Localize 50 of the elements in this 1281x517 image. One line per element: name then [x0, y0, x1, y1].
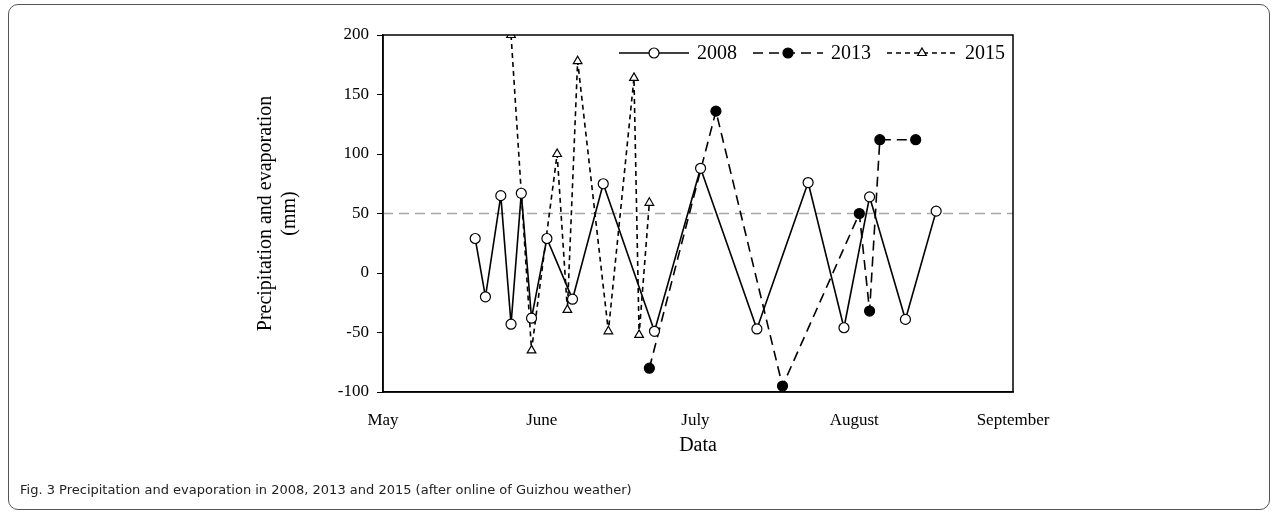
point	[479, 291, 492, 303]
y-tick-label: 0	[360, 262, 369, 282]
point	[566, 293, 579, 305]
x-tick-label: September	[976, 409, 1050, 429]
point	[853, 207, 865, 220]
point	[526, 344, 537, 354]
y-tick-label: -100	[337, 381, 369, 401]
legend-label: 2008	[697, 41, 737, 64]
point	[776, 380, 789, 392]
point	[710, 105, 722, 117]
x-tick-label: August	[829, 409, 880, 429]
point	[525, 312, 538, 324]
y-tick-label: -50	[346, 321, 369, 341]
point	[863, 191, 876, 203]
point	[541, 232, 553, 245]
point	[751, 323, 763, 335]
point	[838, 322, 850, 334]
point	[648, 325, 661, 337]
point	[694, 162, 707, 174]
x-axis-title: Data	[679, 433, 717, 456]
point	[505, 318, 517, 330]
point	[643, 362, 655, 374]
point	[562, 304, 573, 313]
point	[930, 205, 942, 217]
y-tick-label: 100	[343, 143, 369, 163]
point	[802, 176, 814, 189]
x-tick-label: June	[526, 409, 558, 429]
y-tick-label: 50	[352, 202, 369, 222]
caption: Fig. 3 Precipitation and evaporation in 2008, 2013 and 2015 (after online of Guizhou weather)	[20, 482, 632, 497]
point	[899, 313, 912, 326]
point	[863, 305, 876, 317]
y-axis-title: Precipitation and evaporation (mm)	[253, 95, 301, 332]
point	[603, 325, 614, 335]
point	[515, 187, 527, 199]
point	[495, 190, 507, 202]
y-tick-label: 150	[343, 83, 369, 103]
y-tick-label: 200	[343, 24, 369, 44]
point	[572, 55, 583, 65]
point	[874, 134, 886, 146]
point	[469, 232, 481, 245]
legend-label: 2015	[965, 41, 1005, 64]
x-tick-label: May	[367, 409, 400, 429]
point	[597, 178, 609, 190]
point	[634, 329, 645, 338]
legend-label: 2013	[831, 41, 871, 64]
point	[629, 72, 639, 81]
x-tick-label: July	[681, 409, 711, 429]
point	[910, 134, 922, 146]
point	[552, 148, 563, 158]
point	[644, 197, 655, 206]
